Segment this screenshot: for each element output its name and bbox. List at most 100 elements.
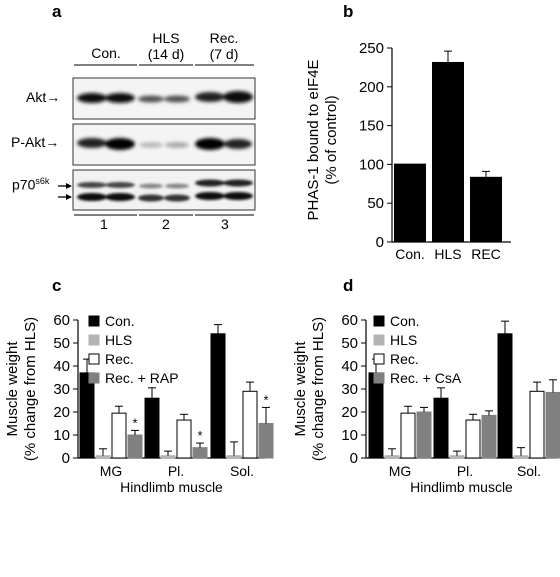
blot-label-text: P-Akt bbox=[11, 134, 46, 150]
chart-d-y-tick-label: 20 bbox=[341, 404, 358, 421]
chart-d-y-axis-label: Muscle weight bbox=[292, 341, 309, 437]
blot-label-p70s6k: p70s6k bbox=[12, 176, 49, 193]
chart-c-x-tick-label: Pl. bbox=[168, 463, 184, 479]
chart-c-x-tick-label: Sol. bbox=[230, 463, 254, 479]
p70-arrow-upper-head bbox=[66, 183, 72, 189]
chart-c-significance-annotation: * bbox=[263, 392, 268, 407]
chart-d-bar bbox=[400, 412, 416, 459]
blot-label-text: Akt bbox=[26, 89, 47, 105]
chart-b-y-axis-label: (% of control) bbox=[323, 95, 340, 184]
blot-frame-p70s6k bbox=[72, 169, 256, 211]
chart-d-bar bbox=[497, 333, 513, 459]
chart-d-legend-label: Rec. + CsA bbox=[390, 370, 462, 386]
column-label-text: (7 d) bbox=[209, 46, 239, 62]
blot-label-text: p70 bbox=[12, 176, 36, 193]
chart-b-bar bbox=[394, 163, 426, 242]
chart-b-x-tick-label: Con. bbox=[395, 246, 425, 262]
chart-d-bar bbox=[416, 411, 432, 459]
chart-d-bar bbox=[384, 455, 400, 459]
chart-c-x-tick-label: MG bbox=[100, 463, 123, 479]
chart-d-bar bbox=[481, 414, 497, 459]
chart-c-y-tick-label: 20 bbox=[53, 404, 70, 421]
chart-b-bar bbox=[470, 176, 502, 242]
chart-c-x-axis-label: Hindlimb muscle bbox=[120, 479, 223, 495]
chart-c-significance-annotation: * bbox=[197, 428, 202, 443]
chart-d-bar bbox=[545, 391, 560, 459]
chart-b-y-axis-label: PHAS-1 bound to eIF4E bbox=[305, 60, 322, 221]
column-label-con: Con. bbox=[72, 45, 140, 61]
chart-d-y-axis-label: (% change from HLS) bbox=[310, 317, 327, 461]
chart-c-legend-label: Con. bbox=[105, 313, 135, 329]
chart-c-y-tick-label: 50 bbox=[53, 335, 70, 352]
chart-d-legend-label: HLS bbox=[390, 332, 417, 348]
chart-c-significance-annotation: * bbox=[132, 415, 137, 430]
chart-d-bar bbox=[433, 397, 449, 459]
chart-c-y-axis-label: Muscle weight bbox=[4, 341, 21, 437]
panel-letter-b: b bbox=[343, 2, 354, 21]
chart-b-y-tick-label: 200 bbox=[359, 79, 384, 96]
column-label-text: Rec. bbox=[209, 30, 239, 46]
column-label-rec: Rec. (7 d) bbox=[194, 30, 254, 62]
p70-upper-bands bbox=[77, 179, 253, 189]
blot-label-akt: Akt→ bbox=[26, 89, 61, 105]
lane-label-3: 3 bbox=[221, 216, 229, 232]
panel-letter-c: c bbox=[52, 276, 62, 295]
chart-d-x-tick-label: MG bbox=[389, 463, 412, 479]
chart-c-y-tick-label: 10 bbox=[53, 427, 70, 444]
akt-bands bbox=[77, 91, 253, 103]
chart-d-bar bbox=[513, 455, 529, 459]
column-label-hls: HLS (14 d) bbox=[136, 30, 196, 62]
chart-c-y-tick-label: 40 bbox=[53, 358, 70, 375]
blot-label-p-akt: P-Akt→ bbox=[11, 134, 60, 150]
chart-c-legend-label: Rec. + RAP bbox=[105, 370, 179, 386]
lane-label-1: 1 bbox=[100, 216, 108, 232]
column-label-text: (14 d) bbox=[147, 46, 185, 62]
chart-d-legend-swatch bbox=[373, 372, 385, 384]
blot-label-superscript: s6k bbox=[35, 176, 50, 186]
chart-d-legend-label: Rec. bbox=[390, 351, 419, 367]
chart-d-bar bbox=[465, 419, 481, 459]
p70-arrow-lower-head bbox=[66, 194, 72, 200]
chart-d-y-tick-label: 10 bbox=[341, 427, 358, 444]
chart-c-legend-label: Rec. bbox=[105, 351, 134, 367]
lane-label-2: 2 bbox=[162, 216, 170, 232]
p70-lower-bands bbox=[77, 192, 253, 202]
chart-c-y-axis-label: (% change from HLS) bbox=[22, 317, 39, 461]
chart-c-legend-label: HLS bbox=[105, 332, 132, 348]
panel-letter-d: d bbox=[343, 276, 354, 295]
chart-b-y-tick-label: 150 bbox=[359, 118, 384, 135]
chart-d-bar bbox=[449, 455, 465, 459]
chart-d-x-tick-label: Pl. bbox=[457, 463, 473, 479]
chart-d-y-tick-label: 60 bbox=[341, 312, 358, 329]
column-label-text: Con. bbox=[91, 45, 121, 61]
column-label-text: HLS bbox=[152, 30, 180, 46]
chart-c-legend-swatch bbox=[88, 334, 100, 346]
chart-c-y-tick-label: 30 bbox=[53, 381, 70, 398]
chart-b-y-tick-label: 250 bbox=[359, 40, 384, 57]
chart-d-legend-label: Con. bbox=[390, 313, 420, 329]
chart-b-x-tick-label: HLS bbox=[434, 246, 461, 262]
chart-d-bar bbox=[529, 390, 545, 459]
chart-d-x-tick-label: Sol. bbox=[517, 463, 541, 479]
chart-d-y-tick-label: 0 bbox=[350, 450, 358, 467]
chart-c-legend-swatch bbox=[88, 372, 100, 384]
chart-b-bar bbox=[432, 61, 464, 242]
chart-b-y-tick-label: 0 bbox=[376, 234, 384, 251]
chart-c-legend-swatch bbox=[88, 353, 100, 365]
chart-b-y-tick-label: 100 bbox=[359, 156, 384, 173]
chart-c-y-tick-label: 0 bbox=[62, 450, 70, 467]
chart-d-y-tick-label: 50 bbox=[341, 335, 358, 352]
chart-d-legend-swatch bbox=[373, 353, 385, 365]
chart-b-x-tick-label: REC bbox=[471, 246, 501, 262]
p-akt-bands bbox=[77, 138, 252, 150]
chart-d-x-axis-label: Hindlimb muscle bbox=[410, 479, 513, 495]
panel-letter-a: a bbox=[52, 2, 62, 21]
chart-d-legend-swatch bbox=[373, 334, 385, 346]
chart-d-y-tick-label: 40 bbox=[341, 358, 358, 375]
chart-d-legend-swatch bbox=[373, 315, 385, 327]
chart-c-y-tick-label: 60 bbox=[53, 312, 70, 329]
